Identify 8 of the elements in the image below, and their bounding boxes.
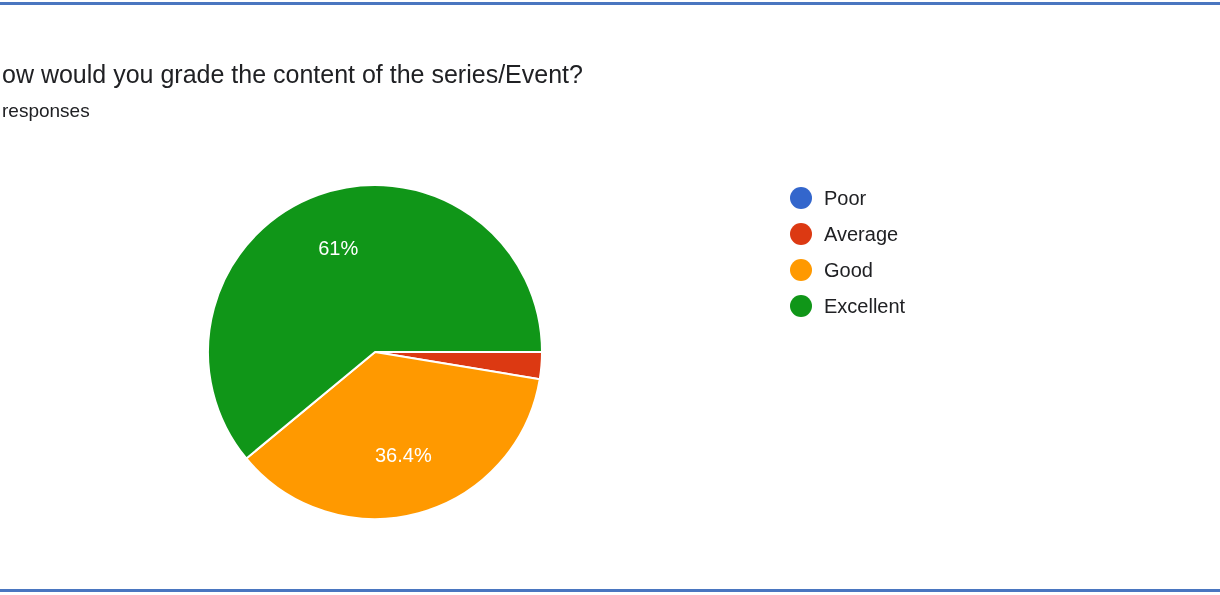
text: responses [2,100,90,122]
legend-label: Good [824,258,873,282]
data-label: 61% [318,237,359,260]
chart-title: ow would you grade the content of the series/Event? [2,60,583,89]
legend-label: Average [824,222,899,246]
legend-label: Excellent [824,294,906,318]
legend-label: Poor [824,186,867,210]
data-label: 36.4% [374,444,432,467]
